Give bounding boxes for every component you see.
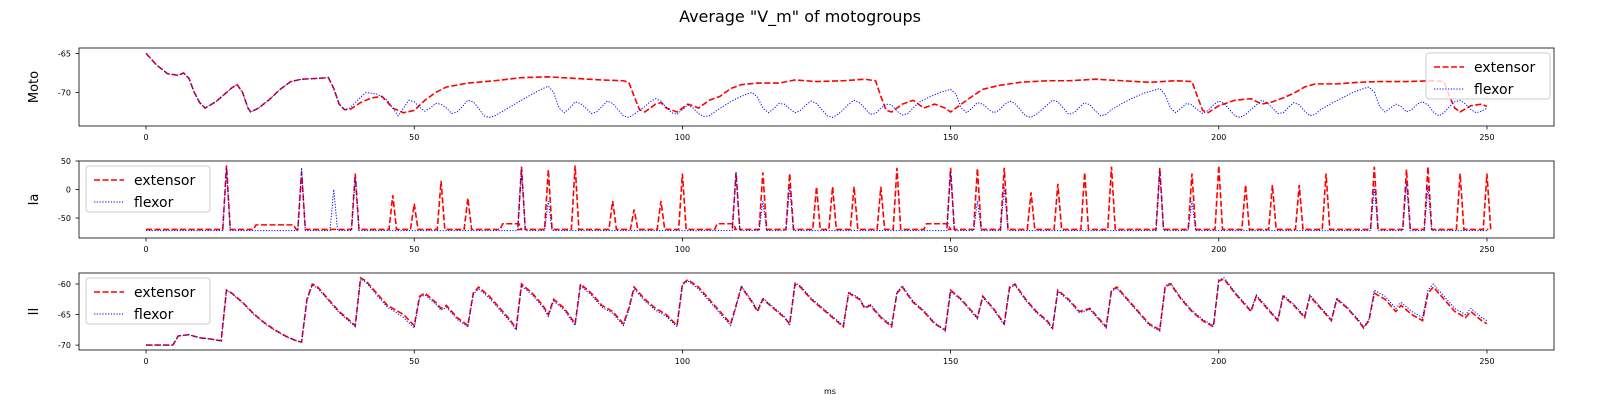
legend-label-extensor: extensor (134, 173, 195, 189)
y-tick-label: -70 (58, 341, 71, 350)
x-tick-label: 200 (1211, 357, 1226, 366)
y-tick-label: -65 (58, 49, 71, 58)
x-tick-label: 150 (943, 133, 958, 142)
x-tick-label: 100 (675, 133, 690, 142)
x-tick-label: 0 (143, 245, 148, 254)
y-axis-label: II (27, 308, 42, 316)
x-tick-label: 100 (675, 245, 690, 254)
y-axis-label: Ia (27, 194, 42, 206)
x-tick-label: 50 (409, 245, 419, 254)
x-tick-label: 100 (675, 357, 690, 366)
legend-box (85, 165, 211, 213)
legend: extensor flexor (85, 277, 211, 325)
legend-label-flexor: flexor (134, 195, 174, 211)
y-tick-label: 50 (61, 157, 71, 166)
x-tick-label: 200 (1211, 245, 1226, 254)
series-group (145, 52, 1488, 118)
series-line-flexor (145, 53, 1488, 118)
series-line-extensor (146, 276, 1488, 346)
y-axis-label: Moto (27, 71, 42, 103)
series-group (146, 165, 1492, 232)
x-tick-label: 250 (1479, 245, 1494, 254)
x-tick-label: 150 (943, 357, 958, 366)
subplot-ia: 0 50 100 150 200 250 50 0 -50 Ia extensor flexor (27, 157, 1555, 254)
legend-box (85, 277, 211, 325)
axes-frame (78, 272, 1555, 351)
series-line-flexor (146, 277, 1488, 346)
axes-frame (78, 47, 1555, 127)
legend-label-extensor: extensor (134, 285, 195, 301)
series-line-extensor (145, 52, 1488, 114)
legend-label-extensor: extensor (1474, 60, 1535, 76)
legend-label-flexor: flexor (1474, 82, 1514, 98)
x-tick-label: 150 (943, 245, 958, 254)
x-axis-label: ms (824, 387, 836, 396)
x-tick-label: 200 (1211, 133, 1226, 142)
axes-frame (78, 160, 1555, 239)
series-line-extensor (146, 165, 1492, 231)
subplot-moto: 0 50 100 150 200 250 -65 -70 Moto extensor flexor (27, 47, 1555, 142)
x-tick-label: 50 (409, 357, 419, 366)
legend-box (1425, 52, 1551, 100)
subplot-ii: 0 50 100 150 200 250 -60 -65 -70 II extensor flexor (27, 272, 1555, 366)
x-tick-label: 250 (1479, 357, 1494, 366)
panels: 0 50 100 150 200 250-65-70Motoextensorflexor0… (27, 47, 1555, 366)
y-tick-label: -65 (58, 311, 71, 320)
x-tick-label: 50 (409, 133, 419, 142)
x-tick-label: 0 (143, 357, 148, 366)
y-tick-label: -60 (58, 280, 71, 289)
y-tick-label: 0 (66, 186, 71, 195)
legend-label-flexor: flexor (134, 307, 174, 323)
x-tick-label: 250 (1479, 133, 1494, 142)
legend: extensor flexor (85, 165, 211, 213)
y-tick-label: -70 (58, 88, 71, 97)
legend: extensor flexor (1425, 52, 1551, 100)
x-tick-label: 0 (143, 133, 148, 142)
series-group (146, 276, 1488, 346)
y-tick-label: -50 (58, 214, 71, 223)
figure-title: Average "V_m" of motogroups (679, 7, 921, 27)
